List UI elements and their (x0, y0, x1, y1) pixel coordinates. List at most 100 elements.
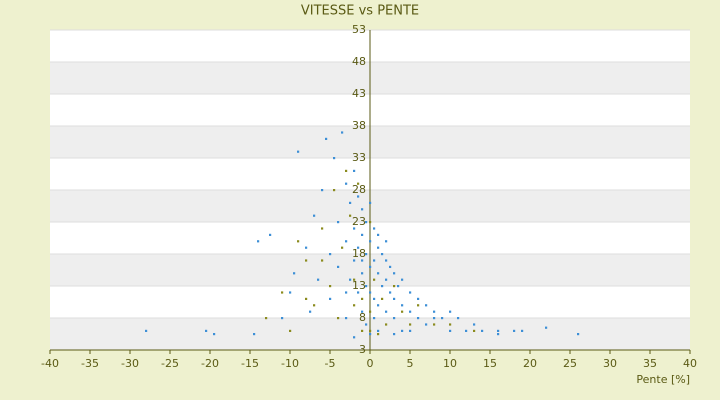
point (305, 259, 308, 262)
point (297, 240, 300, 243)
point (345, 182, 348, 185)
point (329, 253, 332, 256)
point (381, 297, 384, 300)
point (345, 240, 348, 243)
x-tick-label: 0 (367, 357, 374, 370)
point (389, 265, 392, 268)
point (337, 265, 340, 268)
point (357, 291, 360, 294)
point (269, 233, 272, 236)
point (321, 227, 324, 230)
point (337, 221, 340, 224)
point (341, 131, 344, 134)
point (329, 297, 332, 300)
y-tick-label: 38 (352, 119, 366, 132)
point (333, 157, 336, 160)
x-tick-label: -15 (241, 357, 259, 370)
point (357, 182, 360, 185)
point (417, 304, 420, 307)
point (357, 246, 360, 249)
point (297, 150, 300, 153)
x-tick-label: -40 (41, 357, 59, 370)
point (377, 333, 380, 336)
point (377, 233, 380, 236)
x-tick-label: -35 (81, 357, 99, 370)
point (313, 214, 316, 217)
point (385, 278, 388, 281)
point (369, 329, 372, 332)
point (333, 189, 336, 192)
point (289, 291, 292, 294)
y-tick-label: 43 (352, 87, 366, 100)
point (373, 227, 376, 230)
point (393, 285, 396, 288)
point (425, 323, 428, 326)
point (281, 291, 284, 294)
point (377, 329, 380, 332)
point (341, 246, 344, 249)
x-tick-label: -20 (201, 357, 219, 370)
point (373, 278, 376, 281)
point (365, 221, 368, 224)
point (337, 317, 340, 320)
point (293, 272, 296, 275)
y-tick-label: 18 (352, 247, 366, 260)
point (281, 317, 284, 320)
point (409, 323, 412, 326)
point (545, 326, 548, 329)
point (289, 329, 292, 332)
point (369, 265, 372, 268)
point (369, 291, 372, 294)
point (401, 329, 404, 332)
y-tick-label: 28 (352, 183, 366, 196)
point (361, 297, 364, 300)
point (449, 310, 452, 313)
point (377, 272, 380, 275)
point (321, 259, 324, 262)
y-tick-label: 23 (352, 215, 366, 228)
x-tick-label: 15 (483, 357, 497, 370)
point (521, 329, 524, 332)
point (373, 259, 376, 262)
x-tick-label: -10 (281, 357, 299, 370)
point (317, 278, 320, 281)
point (393, 317, 396, 320)
point (417, 317, 420, 320)
point (409, 310, 412, 313)
x-tick-label: -25 (161, 357, 179, 370)
point (365, 285, 368, 288)
point (205, 329, 208, 332)
point (465, 329, 468, 332)
point (433, 317, 436, 320)
x-tick-label: 25 (563, 357, 577, 370)
point (361, 208, 364, 211)
point (349, 214, 352, 217)
point (373, 317, 376, 320)
chart-title: VITESSE vs PENTE (301, 4, 419, 19)
point (253, 333, 256, 336)
point (309, 310, 312, 313)
point (345, 169, 348, 172)
point (449, 323, 452, 326)
point (497, 333, 500, 336)
point (369, 201, 372, 204)
point (321, 189, 324, 192)
point (345, 291, 348, 294)
point (401, 278, 404, 281)
point (417, 297, 420, 300)
x-tick-label: -5 (325, 357, 336, 370)
point (365, 323, 368, 326)
point (325, 137, 328, 140)
point (385, 310, 388, 313)
y-tick-label: 8 (359, 311, 366, 324)
point (369, 240, 372, 243)
x-tick-label: 20 (523, 357, 537, 370)
x-tick-label: -30 (121, 357, 139, 370)
point (353, 227, 356, 230)
point (409, 329, 412, 332)
point (353, 169, 356, 172)
point (393, 297, 396, 300)
point (481, 329, 484, 332)
point (441, 317, 444, 320)
